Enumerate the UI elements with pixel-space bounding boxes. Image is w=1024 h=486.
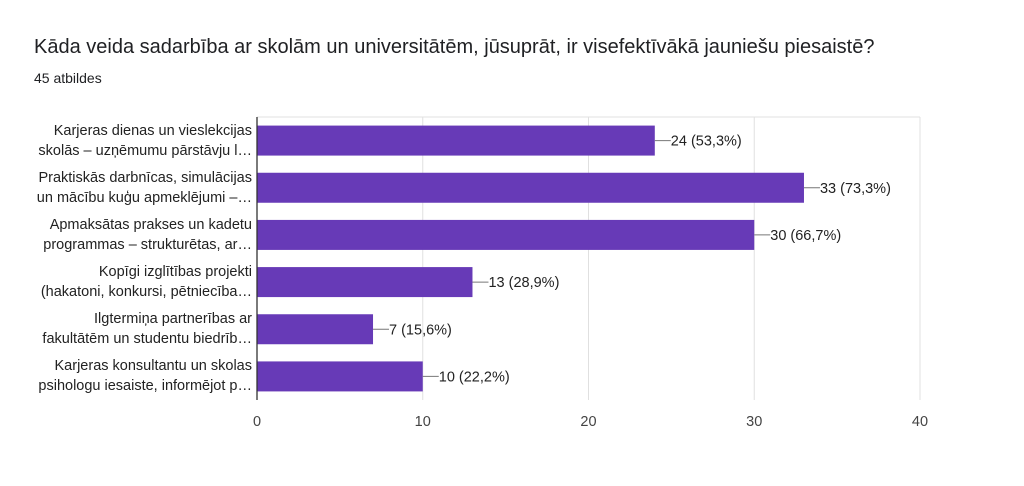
x-tick-label: 10 <box>415 414 431 430</box>
bar <box>257 267 473 298</box>
response-count: 45 atbildes <box>34 70 102 86</box>
data-label: 13 (28,9%) <box>488 275 559 291</box>
bar <box>257 219 755 250</box>
x-tick-label: 20 <box>580 414 596 430</box>
data-label: 10 (22,2%) <box>439 369 510 385</box>
bar <box>257 125 655 156</box>
question-title: Kāda veida sadarbība ar skolām un univer… <box>34 36 875 58</box>
data-label: 30 (66,7%) <box>770 228 841 244</box>
x-tick-label: 0 <box>253 414 261 430</box>
data-label: 7 (15,6%) <box>389 322 452 338</box>
x-tick-label: 30 <box>746 414 762 430</box>
x-tick-label: 40 <box>912 414 928 430</box>
data-label: 24 (53,3%) <box>671 134 742 150</box>
bar <box>257 361 423 392</box>
bar <box>257 314 374 345</box>
bar <box>257 172 804 203</box>
data-label: 33 (73,3%) <box>820 181 891 197</box>
